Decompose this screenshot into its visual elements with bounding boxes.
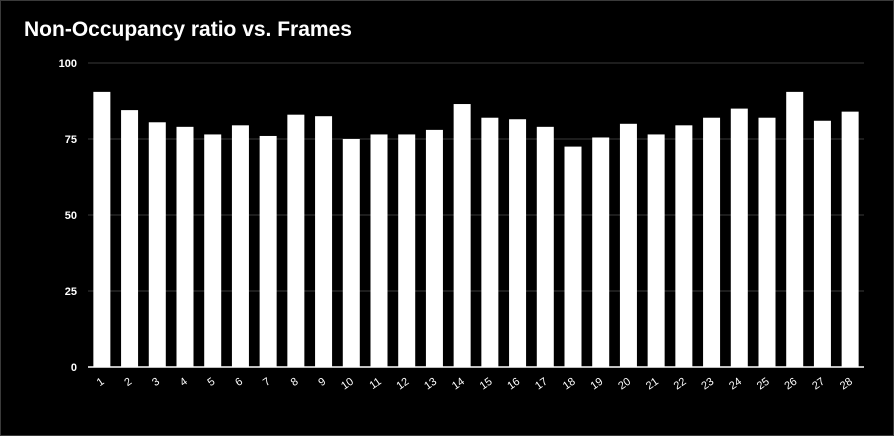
- x-tick-label: 3: [150, 376, 162, 389]
- x-tick-label: 23: [699, 376, 716, 393]
- x-tick-label: 12: [395, 376, 412, 393]
- x-tick-label: 10: [339, 376, 356, 393]
- x-tick-label: 14: [450, 376, 467, 393]
- bar-frame-19: [592, 137, 610, 367]
- y-tick-label: 50: [65, 210, 77, 222]
- x-tick-label: 6: [233, 376, 245, 389]
- bar-frame-3: [148, 122, 166, 367]
- y-tick-label: 0: [71, 362, 77, 374]
- bar-frame-8: [287, 114, 305, 368]
- x-tick-label: 25: [755, 376, 772, 393]
- bar-frame-28: [841, 111, 859, 367]
- bar-frame-15: [481, 117, 499, 367]
- x-tick-label: 1: [95, 376, 107, 389]
- bar-frame-2: [121, 110, 139, 368]
- x-tick-label: 15: [478, 376, 495, 393]
- bar-frame-21: [647, 134, 665, 367]
- x-tick-label: 7: [261, 376, 273, 389]
- y-tick-label: 100: [59, 58, 77, 70]
- x-tick-label: 5: [206, 376, 218, 389]
- bar-frame-27: [813, 120, 831, 367]
- x-tick-label: 16: [505, 376, 522, 393]
- x-axis-ticks: 1 2 3 4 5 6 7 8 9 10 11 12 13 14 15 16 17 18 19 20 21 22 23 24 2…: [95, 376, 855, 393]
- bar-frame-9: [315, 116, 333, 367]
- x-tick-label: 11: [367, 376, 383, 392]
- bar-frame-7: [259, 135, 277, 367]
- x-tick-label: 18: [561, 376, 578, 393]
- bar-frame-13: [425, 129, 443, 367]
- bar-frame-16: [509, 119, 527, 368]
- x-tick-label: 19: [589, 376, 606, 393]
- x-tick-label: 17: [533, 376, 550, 393]
- x-tick-label: 27: [810, 376, 827, 393]
- chart-title: Non-Occupancy ratio vs. Frames: [24, 18, 352, 41]
- bar-frame-4: [176, 126, 194, 367]
- bar-frame-5: [204, 134, 222, 367]
- x-tick-label: 24: [727, 376, 744, 393]
- bar-frame-18: [564, 146, 582, 367]
- bars: [93, 91, 859, 368]
- bar-frame-23: [703, 117, 721, 367]
- x-tick-label: 2: [122, 376, 134, 389]
- y-tick-label: 25: [65, 286, 77, 298]
- x-tick-label: 22: [672, 376, 689, 393]
- x-tick-label: 9: [316, 376, 328, 389]
- bar-frame-1: [93, 91, 111, 367]
- y-axis-ticks: 0 25 50 75 100: [59, 58, 77, 374]
- bar-frame-6: [231, 125, 249, 367]
- bar-frame-26: [786, 91, 804, 367]
- bar-frame-25: [758, 117, 776, 367]
- bar-frame-14: [453, 104, 471, 367]
- bar-frame-17: [536, 126, 554, 367]
- y-tick-label: 75: [65, 134, 77, 146]
- x-tick-label: 28: [838, 376, 855, 393]
- x-tick-label: 8: [289, 376, 301, 389]
- x-tick-label: 26: [783, 376, 800, 393]
- bar-frame-24: [730, 108, 748, 367]
- bar-frame-20: [619, 123, 637, 367]
- x-tick-label: 21: [644, 376, 661, 393]
- x-tick-label: 4: [178, 376, 190, 389]
- bar-frame-22: [675, 125, 693, 367]
- bar-frame-10: [342, 139, 360, 367]
- x-tick-label: 20: [616, 376, 633, 393]
- bar-frame-12: [398, 134, 416, 367]
- x-tick-label: 13: [422, 376, 439, 393]
- bar-frame-11: [370, 134, 388, 367]
